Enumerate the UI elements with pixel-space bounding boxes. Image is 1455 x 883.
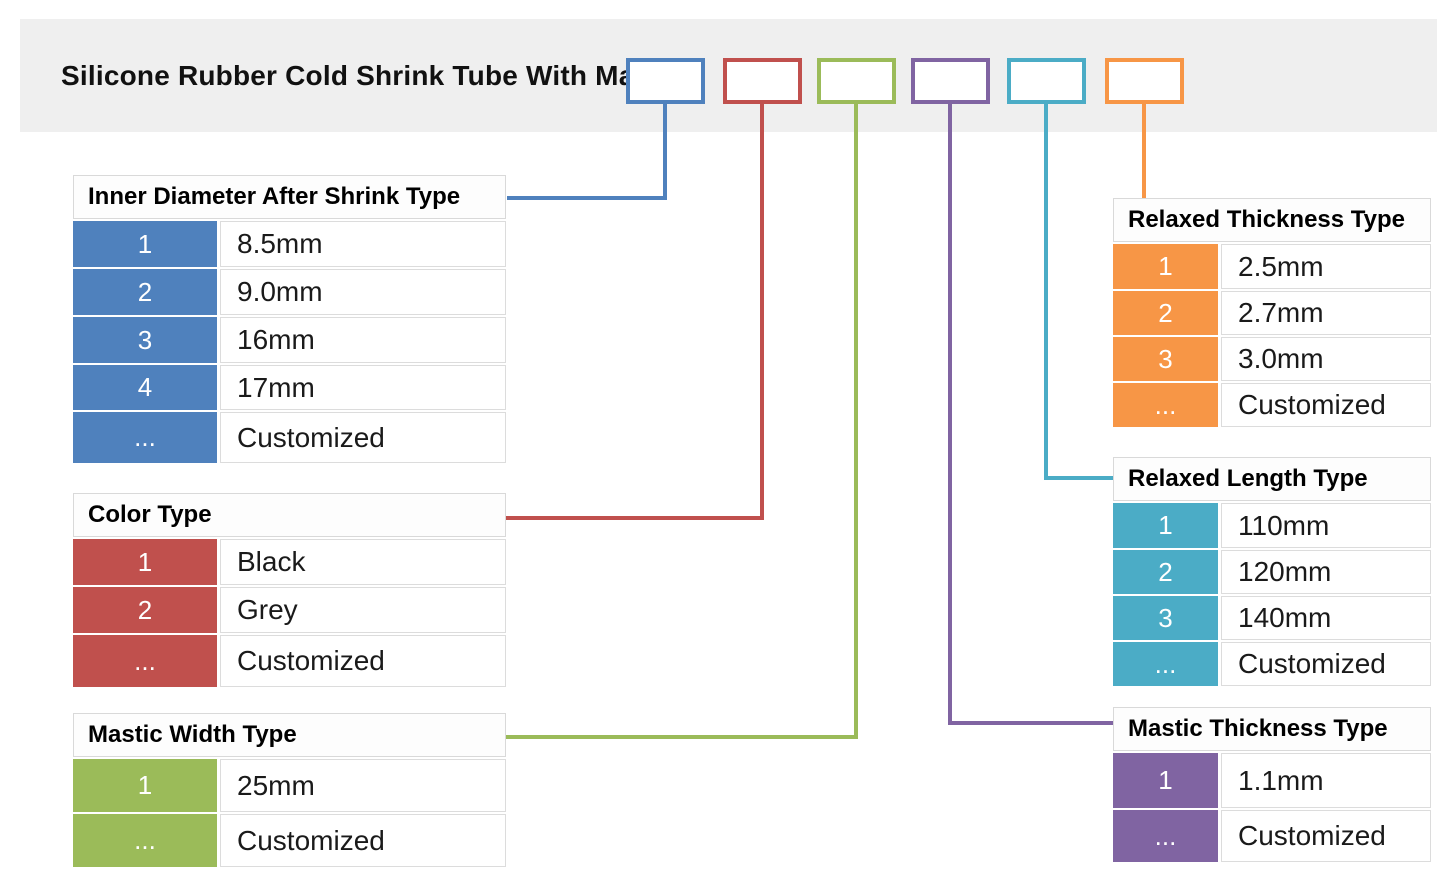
connector-inner-diameter-vertical [663, 104, 667, 200]
connector-relaxed-thickness-vertical [1142, 104, 1146, 198]
code-cell: 3 [1113, 596, 1218, 640]
table-row: 3 3.0mm [1113, 337, 1431, 381]
table-relaxed-thickness: Relaxed Thickness Type 1 2.5mm 2 2.7mm 3… [1113, 198, 1431, 427]
code-cell: 1 [73, 539, 217, 585]
table-row: 3 140mm [1113, 596, 1431, 640]
value-cell: Customized [220, 412, 506, 463]
table-title: Mastic Width Type [73, 713, 506, 757]
code-box-color-type [723, 58, 802, 104]
table-row: 1 Black [73, 539, 506, 585]
code-box-relaxed-length [1007, 58, 1086, 104]
code-cell: 1 [73, 221, 217, 267]
table-row: 1 2.5mm [1113, 244, 1431, 289]
table-row: 1 1.1mm [1113, 753, 1431, 808]
table-row: 2 2.7mm [1113, 291, 1431, 335]
code-cell: ... [73, 814, 217, 867]
table-title: Relaxed Thickness Type [1113, 198, 1431, 242]
code-cell: 3 [1113, 337, 1218, 381]
title-banner: Silicone Rubber Cold Shrink Tube With Ma… [20, 19, 1437, 132]
connector-relaxed-length-horizontal [1044, 476, 1115, 480]
connector-mastic-width-horizontal [498, 735, 858, 739]
value-cell: 8.5mm [220, 221, 506, 267]
value-cell: Customized [220, 635, 506, 687]
connector-color-type-vertical [760, 104, 764, 520]
code-cell: 2 [1113, 291, 1218, 335]
value-cell: Customized [1221, 810, 1431, 862]
value-cell: 17mm [220, 365, 506, 410]
value-cell: 16mm [220, 317, 506, 363]
table-row: ... Customized [73, 412, 506, 463]
code-cell: ... [73, 412, 217, 463]
code-cell: 1 [73, 759, 217, 812]
table-row: 2 Grey [73, 587, 506, 633]
connector-relaxed-length-vertical [1044, 104, 1048, 480]
table-inner-diameter: Inner Diameter After Shrink Type 1 8.5mm… [73, 175, 506, 463]
value-cell: Black [220, 539, 506, 585]
value-cell: Customized [1221, 383, 1431, 427]
code-box-mastic-thickness [911, 58, 990, 104]
code-cell: 1 [1113, 753, 1218, 808]
table-row: 2 9.0mm [73, 269, 506, 315]
code-cell: 1 [1113, 244, 1218, 289]
value-cell: 1.1mm [1221, 753, 1431, 808]
connector-inner-diameter-horizontal [507, 196, 667, 200]
value-cell: 9.0mm [220, 269, 506, 315]
code-cell: 4 [73, 365, 217, 410]
code-box-inner-diameter [626, 58, 705, 104]
code-cell: 2 [73, 269, 217, 315]
value-cell: 25mm [220, 759, 506, 812]
code-cell: 3 [73, 317, 217, 363]
table-title: Color Type [73, 493, 506, 537]
table-row: 1 110mm [1113, 503, 1431, 548]
value-cell: Customized [1221, 642, 1431, 686]
table-row: ... Customized [1113, 642, 1431, 686]
value-cell: 2.5mm [1221, 244, 1431, 289]
value-cell: 2.7mm [1221, 291, 1431, 335]
table-title: Relaxed Length Type [1113, 457, 1431, 501]
code-box-mastic-width [817, 58, 896, 104]
code-cell: ... [1113, 810, 1218, 862]
table-row: 2 120mm [1113, 550, 1431, 594]
table-title: Mastic Thickness Type [1113, 707, 1431, 751]
table-row: 1 25mm [73, 759, 506, 812]
code-cell: ... [1113, 642, 1218, 686]
connector-color-type-horizontal [503, 516, 764, 520]
table-row: 3 16mm [73, 317, 506, 363]
table-mastic-thickness: Mastic Thickness Type 1 1.1mm ... Custom… [1113, 707, 1431, 862]
code-cell: 2 [73, 587, 217, 633]
table-row: ... Customized [73, 814, 506, 867]
value-cell: 3.0mm [1221, 337, 1431, 381]
value-cell: 110mm [1221, 503, 1431, 548]
value-cell: 120mm [1221, 550, 1431, 594]
table-relaxed-length: Relaxed Length Type 1 110mm 2 120mm 3 14… [1113, 457, 1431, 686]
table-row: 4 17mm [73, 365, 506, 410]
table-row: ... Customized [1113, 810, 1431, 862]
connector-mastic-thickness-horizontal [948, 721, 1115, 725]
code-cell: 1 [1113, 503, 1218, 548]
code-box-relaxed-thickness [1105, 58, 1184, 104]
connector-mastic-thickness-vertical [948, 104, 952, 725]
table-mastic-width: Mastic Width Type 1 25mm ... Customized [73, 713, 506, 867]
value-cell: 140mm [1221, 596, 1431, 640]
code-cell: 2 [1113, 550, 1218, 594]
value-cell: Grey [220, 587, 506, 633]
code-cell: ... [1113, 383, 1218, 427]
table-title: Inner Diameter After Shrink Type [73, 175, 506, 219]
value-cell: Customized [220, 814, 506, 867]
table-row: ... Customized [1113, 383, 1431, 427]
connector-mastic-width-vertical [854, 104, 858, 739]
table-row: 1 8.5mm [73, 221, 506, 267]
code-cell: ... [73, 635, 217, 687]
table-row: ... Customized [73, 635, 506, 687]
page-title: Silicone Rubber Cold Shrink Tube With Ma… [61, 59, 694, 91]
table-color-type: Color Type 1 Black 2 Grey ... Customized [73, 493, 506, 687]
